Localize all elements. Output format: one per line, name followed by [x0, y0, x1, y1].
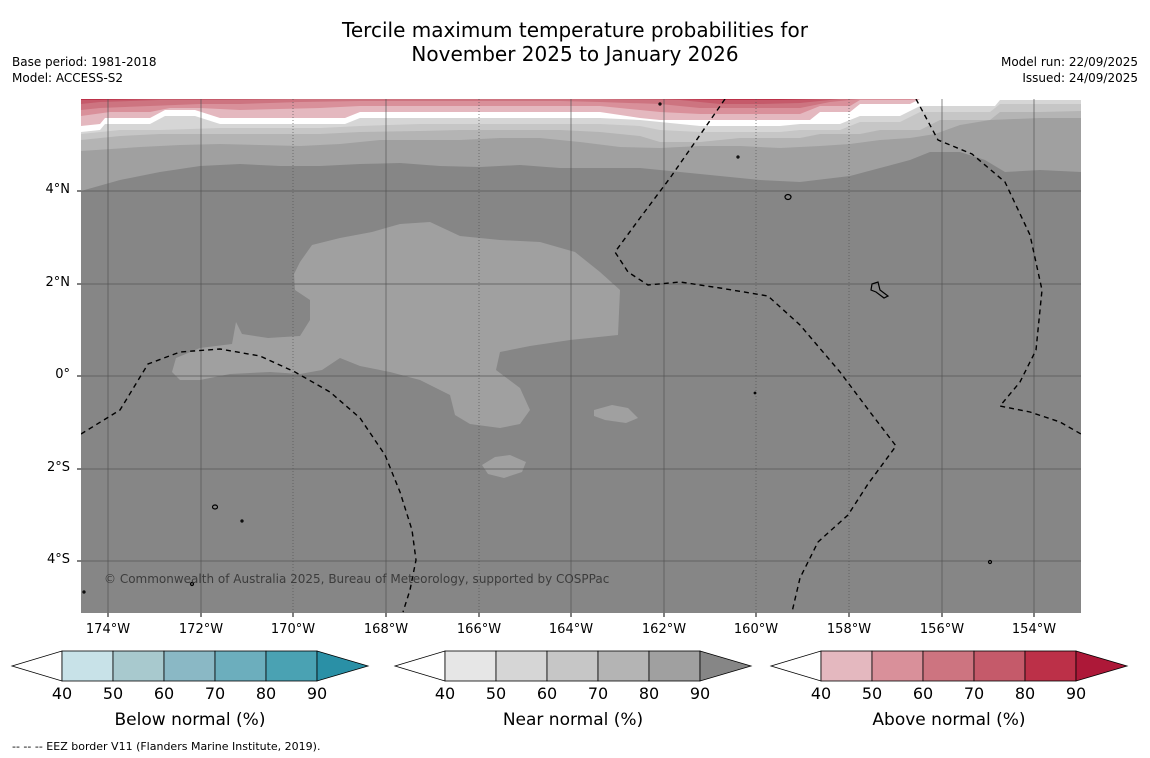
cb2-tick-50: 50 [485, 684, 507, 703]
near-normal-light-patch-2 [482, 455, 526, 478]
cb1-bin-40-50 [61, 650, 114, 682]
lon-label-154w: 154°W [1011, 622, 1057, 637]
cb1-tick-50: 50 [102, 684, 124, 703]
colorbar-below-normal [10, 650, 370, 682]
cb1-high-arrow [316, 650, 370, 682]
lon-label-160w: 160°W [733, 622, 779, 637]
issued-date: Issued: 24/09/2025 [1022, 71, 1138, 85]
lon-label-166w: 166°W [456, 622, 502, 637]
lon-label-174w: 174°W [85, 622, 131, 637]
cb3-bin-40-50 [820, 650, 873, 682]
cb1-title: Below normal (%) [114, 710, 266, 730]
cb2-bin-40-50 [444, 650, 497, 682]
island-7 [736, 155, 740, 159]
eez-border-west [81, 348, 417, 613]
lat-label-4n: 4°N [45, 182, 71, 197]
colorbar-above-normal [769, 650, 1129, 682]
above-normal-90-band [81, 99, 860, 100]
island-3 [211, 504, 219, 510]
title-line-1: Tercile maximum temperature probabilitie… [342, 18, 808, 42]
lon-label-162w: 162°W [641, 622, 687, 637]
lat-label-2n: 2°N [45, 275, 71, 290]
title-line-2: November 2025 to January 2026 [411, 42, 739, 66]
lat-label-4s: 4°S [46, 552, 70, 567]
cb1-bin-60-70 [163, 650, 216, 682]
island-4 [240, 519, 244, 523]
map-area [81, 99, 1081, 613]
cb3-title: Above normal (%) [872, 710, 1026, 730]
copyright-notice: © Commonwealth of Australia 2025, Bureau… [104, 572, 610, 586]
eez-border-east [915, 99, 1081, 435]
cb3-high-arrow [1075, 650, 1129, 682]
islands [82, 102, 993, 594]
cb3-tick-80: 80 [1014, 684, 1036, 703]
cb2-tick-80: 80 [638, 684, 660, 703]
island-1 [784, 193, 792, 201]
above-normal-80-band [81, 99, 900, 104]
lon-label-164w: 164°W [548, 622, 594, 637]
cb3-tick-50: 50 [861, 684, 883, 703]
cb3-tick-90: 90 [1065, 684, 1087, 703]
cb2-tick-40: 40 [434, 684, 456, 703]
graticule [81, 99, 1081, 613]
cb3-bin-70-80 [973, 650, 1026, 682]
cb2-bin-80-90 [648, 650, 701, 682]
model-name: Model: ACCESS-S2 [12, 71, 124, 85]
cb1-bin-80-90 [265, 650, 318, 682]
cb1-tick-70: 70 [204, 684, 226, 703]
cb2-high-arrow [699, 650, 753, 682]
lon-label-168w: 168°W [363, 622, 409, 637]
cb1-bin-50-60 [112, 650, 165, 682]
meta-left: Base period: 1981-2018 Model: ACCESS-S2 [12, 54, 157, 86]
island-10 [82, 590, 86, 594]
eez-footnote: -- -- -- EEZ border V11 (Flanders Marine… [12, 740, 321, 753]
lon-label-156w: 156°W [919, 622, 965, 637]
lon-label-172w: 172°W [178, 622, 224, 637]
colorbar-near-normal [393, 650, 753, 682]
island-8 [658, 102, 662, 106]
lon-label-158w: 158°W [826, 622, 872, 637]
axis-ticks [77, 190, 1035, 617]
base-period: Base period: 1981-2018 [12, 55, 157, 69]
island-5 [189, 581, 195, 587]
cb2-tick-70: 70 [587, 684, 609, 703]
cb1-tick-40: 40 [51, 684, 73, 703]
cb2-tick-60: 60 [536, 684, 558, 703]
cb2-low-arrow [393, 650, 446, 682]
near-normal-light-region [172, 222, 620, 428]
island-6 [987, 559, 993, 565]
model-run: Model run: 22/09/2025 [1000, 55, 1138, 69]
cb1-tick-90: 90 [306, 684, 328, 703]
cb2-bin-50-60 [495, 650, 548, 682]
map-title: Tercile maximum temperature probabilitie… [0, 18, 1150, 66]
lon-label-170w: 170°W [270, 622, 316, 637]
cb1-bin-70-80 [214, 650, 267, 682]
eez-borders [81, 99, 1081, 613]
cb2-bin-70-80 [597, 650, 650, 682]
cb1-low-arrow [10, 650, 63, 682]
cb3-bin-80-90 [1024, 650, 1077, 682]
cb3-tick-60: 60 [912, 684, 934, 703]
cb3-bin-60-70 [922, 650, 975, 682]
island-2 [870, 281, 890, 299]
lat-label-2s: 2°S [46, 460, 70, 475]
cb2-title: Near normal (%) [502, 710, 644, 730]
eez-border-central [614, 99, 897, 613]
island-9 [753, 391, 757, 395]
cb3-bin-50-60 [871, 650, 924, 682]
meta-right: Model run: 22/09/2025 Issued: 24/09/2025 [1001, 54, 1138, 86]
cb3-tick-40: 40 [810, 684, 832, 703]
cb1-tick-60: 60 [153, 684, 175, 703]
lat-label-0: 0° [55, 367, 70, 382]
cb2-tick-90: 90 [689, 684, 711, 703]
cb1-tick-80: 80 [255, 684, 277, 703]
near-normal-light-patch-1 [594, 405, 638, 423]
cb3-tick-70: 70 [963, 684, 985, 703]
cb2-bin-60-70 [546, 650, 599, 682]
cb3-low-arrow [769, 650, 822, 682]
